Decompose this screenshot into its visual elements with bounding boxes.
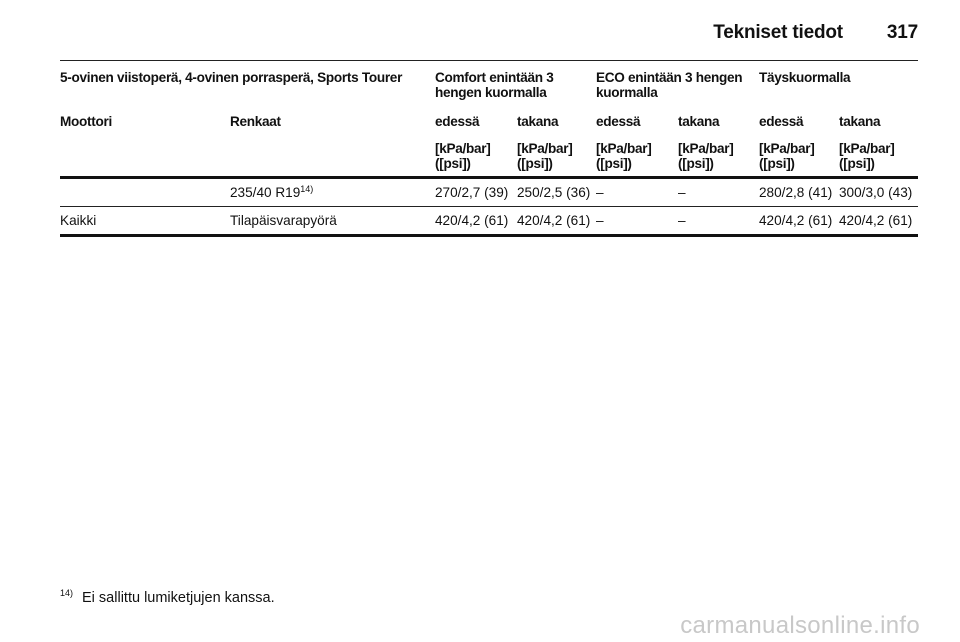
- eco-rear-header: takana: [678, 114, 720, 129]
- unit-row: [kPa/bar] ([psi]) [kPa/bar] ([psi]) [kPa…: [60, 141, 918, 178]
- header-divider: [60, 60, 918, 61]
- footnote-text: Ei sallittu lumiketjujen kanssa.: [82, 590, 275, 606]
- unit-label: [kPa/bar] ([psi]): [678, 141, 734, 171]
- unit-label: [kPa/bar] ([psi]): [517, 141, 573, 171]
- pressure-cell: 420/4,2 (61): [517, 213, 591, 228]
- unit-label: [kPa/bar] ([psi]): [596, 141, 652, 171]
- full-load-header: Täyskuormalla: [759, 70, 851, 85]
- unit-label: [kPa/bar] ([psi]): [435, 141, 491, 171]
- engine-cell: Kaikki: [60, 213, 97, 228]
- unit-label: [kPa/bar] ([psi]): [839, 141, 895, 171]
- footnote: 14) Ei sallittu lumiketjujen kanssa.: [60, 588, 275, 607]
- table-row: Kaikki Tilapäisvarapyörä 420/4,2 (61) 42…: [60, 207, 918, 236]
- page-header: Tekniset tiedot 317: [713, 22, 918, 44]
- table-row: 235/40 R1914) 270/2,7 (39) 250/2,5 (36) …: [60, 178, 918, 207]
- eco-front-header: edessä: [596, 114, 641, 129]
- pressure-cell: 300/3,0 (43): [839, 185, 913, 200]
- page-number: 317: [886, 22, 918, 43]
- pressure-cell: 420/4,2 (61): [839, 213, 913, 228]
- pressure-cell: 420/4,2 (61): [759, 213, 833, 228]
- page-title: Tekniset tiedot: [713, 22, 843, 43]
- group-header-row: 5-ovinen viistoperä, 4-ovinen porrasperä…: [60, 70, 918, 114]
- pressure-cell: –: [596, 213, 604, 228]
- pressure-cell: –: [678, 213, 686, 228]
- footnote-marker: 14): [60, 588, 74, 598]
- comfort-rear-header: takana: [517, 114, 559, 129]
- eco-header: ECO enintään 3 hengen kuormalla: [596, 70, 743, 100]
- tyres-header: Renkaat: [230, 114, 281, 129]
- tyre-cell: 235/40 R1914): [230, 184, 314, 201]
- engine-header: Moottori: [60, 114, 112, 129]
- vehicle-header: 5-ovinen viistoperä, 4-ovinen porrasperä…: [60, 70, 403, 85]
- pressure-cell: 280/2,8 (41): [759, 185, 833, 200]
- engine-cell: [60, 178, 230, 207]
- tyre-cell: Tilapäisvarapyörä: [230, 213, 337, 228]
- full-rear-header: takana: [839, 114, 881, 129]
- comfort-front-header: edessä: [435, 114, 480, 129]
- watermark: carmanualsonline.info: [680, 612, 920, 639]
- pressure-cell: 250/2,5 (36): [517, 185, 591, 200]
- pressure-cell: –: [678, 185, 686, 200]
- comfort-header: Comfort enintään 3 hengen kuormalla: [435, 70, 554, 100]
- unit-label: [kPa/bar] ([psi]): [759, 141, 815, 171]
- footnote-ref: 14): [300, 184, 314, 194]
- column-header-row: Moottori Renkaat edessä takana edessä ta…: [60, 114, 918, 141]
- full-front-header: edessä: [759, 114, 804, 129]
- pressure-cell: 270/2,7 (39): [435, 185, 509, 200]
- pressure-cell: 420/4,2 (61): [435, 213, 509, 228]
- pressure-cell: –: [596, 185, 604, 200]
- tyre-pressure-table: 5-ovinen viistoperä, 4-ovinen porrasperä…: [60, 70, 918, 237]
